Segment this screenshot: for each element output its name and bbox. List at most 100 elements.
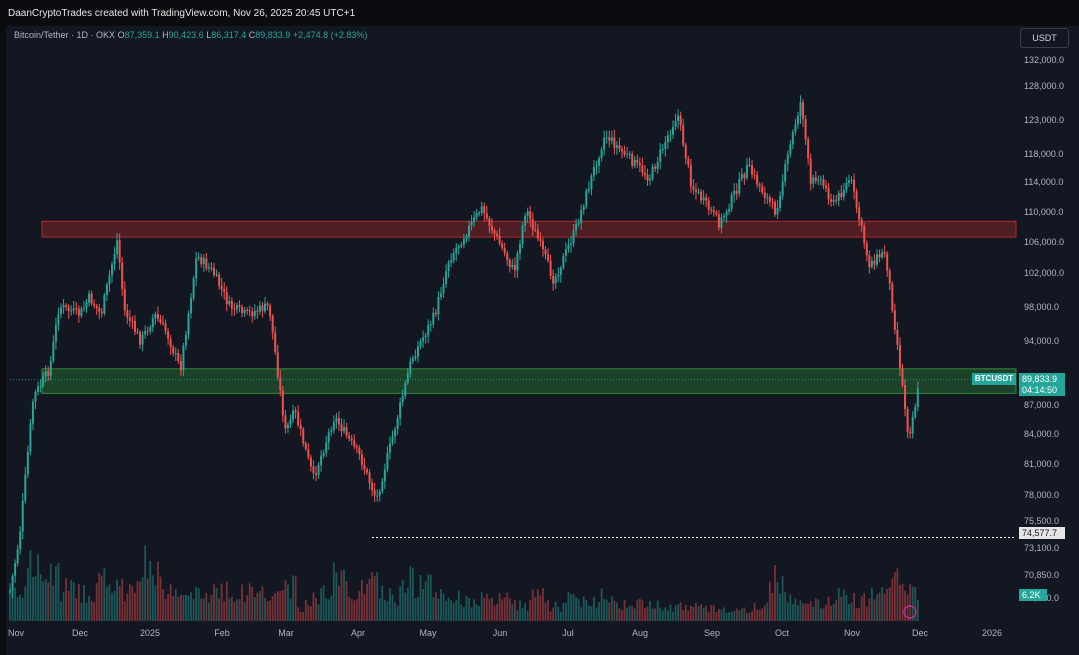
volume-bar [269, 600, 271, 621]
candle-body [603, 137, 606, 150]
candle-body [215, 274, 218, 276]
candle-body [705, 197, 708, 201]
candle-body [123, 288, 126, 311]
volume-bar [381, 585, 384, 621]
candle-body [353, 440, 356, 447]
candle-body [855, 191, 858, 208]
volume-bar [49, 563, 52, 621]
volume-bar [164, 598, 167, 621]
candle-body [475, 213, 478, 218]
volume-bar [483, 597, 486, 621]
volume-bar [633, 608, 636, 621]
volume-bar [725, 613, 728, 621]
volume-bar [21, 597, 24, 621]
candle-body [689, 164, 692, 187]
candle-body [865, 243, 868, 256]
candle-body [396, 418, 399, 430]
volume-bar [463, 607, 465, 621]
volume-bar [712, 605, 715, 621]
candle-body [404, 382, 407, 397]
candle-body [141, 334, 144, 345]
volume-bar [432, 597, 435, 621]
volume-bar [547, 600, 549, 621]
y-tick-label: 81,000.0 [1024, 459, 1059, 469]
volume-bar [534, 596, 537, 621]
candle-body [348, 435, 351, 439]
candle-body [422, 337, 425, 342]
candle-body [896, 329, 899, 345]
candle-body [891, 283, 894, 311]
volume-bar [827, 596, 830, 621]
volume-tag: 6.2K [1019, 589, 1047, 601]
volume-bar [664, 607, 667, 621]
candle-body [687, 158, 690, 165]
volume-bar [404, 592, 407, 621]
candle-body [307, 448, 310, 458]
candle-body [768, 197, 771, 203]
candle-body [149, 327, 152, 332]
candle-body [439, 293, 442, 297]
volume-bar [355, 599, 358, 621]
volume-bar [730, 611, 733, 621]
volume-bar [310, 606, 312, 621]
volume-bar [24, 586, 27, 621]
symbol-tag: BTCUSDT [972, 373, 1016, 385]
candle-body [799, 102, 802, 116]
y-tick-label: 70,850.0 [1024, 570, 1059, 580]
candle-body [478, 212, 481, 214]
candle-body [580, 210, 583, 224]
candle-body [524, 215, 527, 226]
volume-bar [159, 576, 162, 621]
x-tick-label: 2025 [140, 628, 160, 638]
volume-bar [208, 602, 210, 621]
volume-bar [641, 600, 644, 621]
volume-bar [437, 598, 440, 621]
volume-bar [539, 595, 542, 621]
candle-body [825, 185, 827, 189]
candle-body [860, 219, 863, 227]
candle-body [883, 252, 886, 254]
candle-body [483, 206, 486, 214]
candle-body [488, 218, 491, 226]
candle-body [909, 431, 912, 434]
candle-body [633, 159, 636, 166]
candle-body [557, 275, 560, 277]
candle-body [541, 240, 544, 250]
volume-bar [246, 595, 249, 621]
candle-body [401, 396, 404, 403]
volume-bar [70, 580, 73, 621]
volume-bar [389, 588, 391, 621]
volume-bar [761, 608, 764, 621]
candle-body [24, 474, 27, 501]
candle-body [547, 254, 550, 261]
candle-body [108, 275, 111, 285]
candle-body [840, 192, 843, 197]
volume-bar [605, 599, 608, 621]
candle-body [819, 179, 822, 181]
candle-body [57, 314, 60, 325]
candle-body [335, 418, 338, 422]
candle-body [90, 293, 93, 304]
volume-bar [197, 588, 200, 621]
candle-body [881, 252, 884, 258]
volume-bar [774, 564, 776, 621]
volume-bar [434, 592, 437, 621]
volume-bar [549, 611, 552, 621]
currency-button[interactable]: USDT [1020, 28, 1069, 48]
volume-bar [39, 574, 42, 621]
volume-bar [19, 594, 22, 621]
candle-body [320, 455, 323, 466]
candle-body [131, 320, 134, 322]
candle-body [694, 189, 697, 192]
volume-bar [205, 593, 208, 621]
candle-body [427, 325, 430, 336]
candle-body [355, 446, 358, 448]
volume-bar [256, 592, 259, 621]
volume-bar [891, 578, 894, 621]
candle-body [781, 181, 784, 196]
candle-body [697, 191, 700, 193]
volume-bar [338, 585, 340, 621]
volume-bar [72, 582, 75, 621]
candle-body [261, 305, 264, 312]
